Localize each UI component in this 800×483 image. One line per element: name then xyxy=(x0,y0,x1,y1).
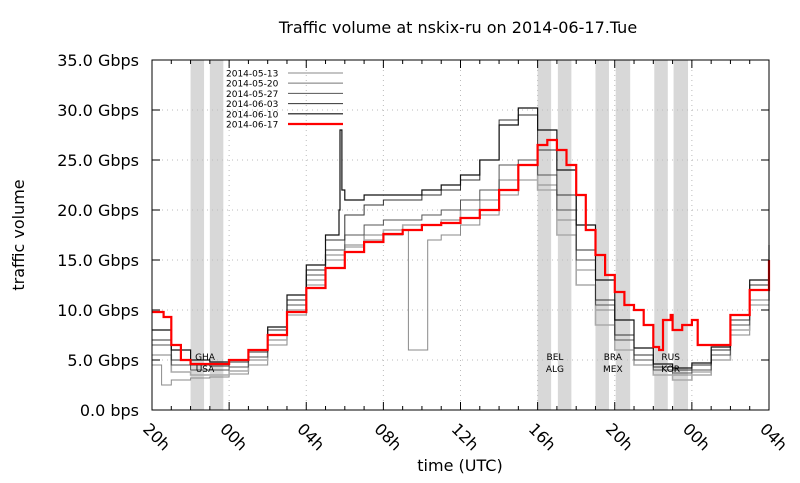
match-label: ALG xyxy=(546,365,564,375)
y-tick-label: 20.0 Gbps xyxy=(57,201,139,220)
match-label: KOR xyxy=(661,365,680,375)
x-axis-label: time (UTC) xyxy=(417,456,502,475)
match-label: RUS xyxy=(661,353,680,363)
match-band xyxy=(190,60,205,410)
y-axis-label: traffic volume xyxy=(9,179,28,290)
y-tick-label: 30.0 Gbps xyxy=(57,101,139,120)
x-tick-label: 00h xyxy=(216,419,251,454)
y-tick-label: 35.0 Gbps xyxy=(57,51,139,70)
y-tick-label: 5.0 Gbps xyxy=(67,351,139,370)
match-label: BEL xyxy=(547,353,564,363)
y-tick-label: 10.0 Gbps xyxy=(57,301,139,320)
legend-label: 2014-06-17 xyxy=(226,121,278,131)
match-label: GHA xyxy=(195,353,216,363)
legend-label: 2014-05-27 xyxy=(226,90,278,100)
x-tick-label: 00h xyxy=(679,419,714,454)
match-band xyxy=(654,60,668,410)
y-tick-label: 0.0 bps xyxy=(80,401,139,420)
x-tick-label: 16h xyxy=(525,419,560,454)
y-tick-label: 15.0 Gbps xyxy=(57,251,139,270)
legend-label: 2014-05-13 xyxy=(226,70,278,80)
legend-label: 2014-06-03 xyxy=(226,100,278,110)
legend-label: 2014-06-10 xyxy=(226,110,279,120)
match-band xyxy=(595,60,609,410)
match-label: BRA xyxy=(604,353,623,363)
match-band xyxy=(615,60,631,410)
x-tick-label: 20h xyxy=(602,419,637,454)
plot-frame xyxy=(151,59,770,411)
x-tick-label: 12h xyxy=(448,419,483,454)
match-label: USA xyxy=(196,365,215,375)
x-tick-label: 04h xyxy=(293,419,328,454)
series-line-2014-06-17 xyxy=(152,138,771,366)
match-band xyxy=(537,60,552,410)
match-label: MEX xyxy=(603,365,623,375)
x-tick-label: 04h xyxy=(756,419,791,454)
x-tick-label: 20h xyxy=(139,419,174,454)
match-band xyxy=(209,60,224,410)
chart-title: Traffic volume at nskix-ru on 2014-06-17… xyxy=(278,18,637,37)
x-tick-label: 08h xyxy=(371,419,406,454)
y-tick-label: 25.0 Gbps xyxy=(57,151,139,170)
legend-label: 2014-05-20 xyxy=(226,80,279,90)
match-band xyxy=(673,60,689,410)
